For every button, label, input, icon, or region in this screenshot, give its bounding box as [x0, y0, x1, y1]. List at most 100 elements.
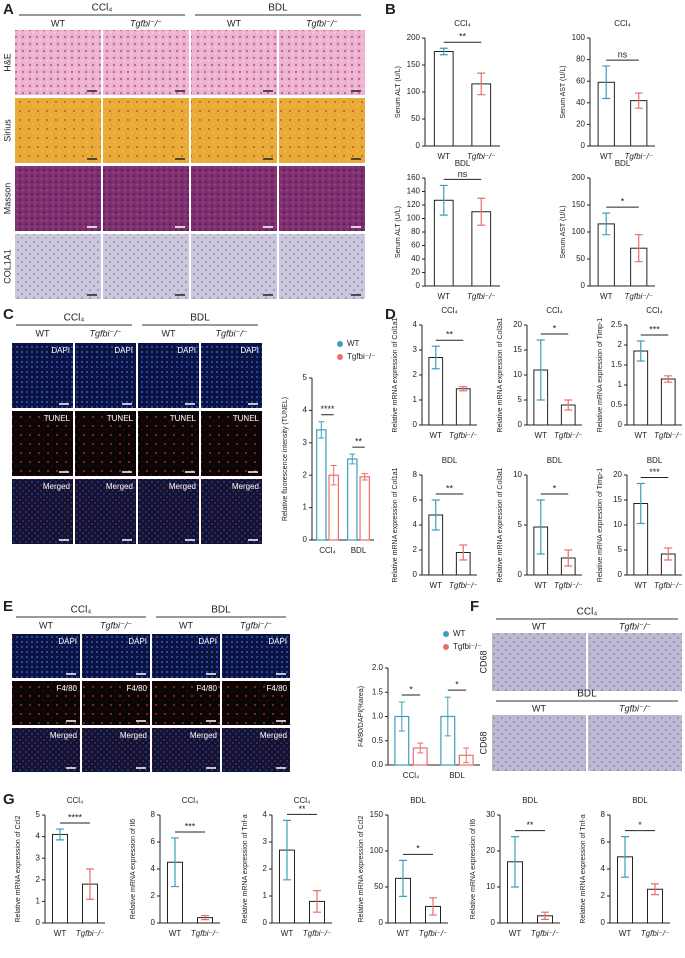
chart-title: CCl₄	[454, 19, 471, 28]
micrograph-texture	[75, 343, 136, 408]
stain-label: DAPI	[177, 346, 196, 355]
y-tick-label: 80	[576, 55, 585, 64]
y-tick-label: 120	[407, 200, 421, 209]
y-tick-label: 200	[572, 173, 586, 182]
column-header: Tgfbi⁻/⁻	[306, 18, 338, 28]
group-header: CCl₄	[71, 605, 92, 616]
y-tick-label: 30	[486, 810, 495, 819]
micrograph-texture	[75, 411, 136, 476]
error-bar	[318, 421, 325, 439]
significance-label: ***	[649, 324, 660, 334]
error-bar	[602, 65, 611, 100]
significance-label: ns	[618, 49, 628, 59]
error-bar	[664, 547, 673, 561]
micrograph-texture	[138, 343, 199, 408]
micrograph-texture	[588, 715, 682, 771]
stain-label: Merged	[232, 482, 259, 491]
x-tick-label: Tgfbi⁻/⁻	[554, 431, 582, 440]
micrograph-texture	[138, 479, 199, 544]
micrograph-texture	[103, 166, 189, 231]
stain-label: DAPI	[240, 346, 259, 355]
error-bar	[651, 883, 659, 896]
panel-label: B	[385, 1, 396, 18]
significance-label: *	[455, 679, 459, 689]
y-tick-label: 1.5	[611, 360, 623, 369]
y-axis-label: Relative mRNA expression of Col1a1	[392, 317, 399, 432]
error-bar	[477, 197, 486, 226]
x-tick-label: WT	[438, 292, 451, 301]
y-tick-label: 0	[618, 420, 623, 429]
y-tick-label: 2.5	[611, 320, 623, 329]
y-tick-label: 0	[601, 918, 606, 927]
panel-label: G	[3, 791, 15, 808]
y-tick-label: 10	[613, 520, 622, 529]
stain-label: Merged	[50, 731, 77, 740]
x-tick-label: Tgfbi⁻/⁻	[625, 292, 653, 301]
significance-label: ****	[320, 404, 335, 414]
y-tick-label: 5	[36, 810, 41, 819]
y-axis-label: Relative fluorescence intensity (TUNEL)	[282, 397, 289, 521]
panel-label: A	[3, 1, 14, 18]
error-bar	[431, 499, 440, 531]
y-tick-label: 0	[581, 281, 586, 290]
legend-marker	[443, 631, 449, 637]
legend-marker	[337, 341, 343, 347]
column-header: Tgfbi⁻/⁻	[89, 328, 121, 338]
error-bar	[602, 212, 611, 236]
error-bar	[664, 375, 673, 383]
y-tick-label: 10	[486, 882, 495, 891]
chart-title: BDL	[547, 456, 563, 465]
y-tick-label: 4	[263, 810, 268, 819]
micrograph-texture	[138, 411, 199, 476]
error-bar	[399, 859, 407, 897]
y-axis-label: Relative mRNA expression of Tnf-a	[580, 814, 587, 923]
micrograph-texture	[15, 98, 101, 163]
y-tick-label: 0	[303, 535, 308, 544]
x-tick-label: Tgfbi⁻/⁻	[191, 929, 219, 938]
micrograph-texture	[279, 166, 365, 231]
y-tick-label: 10	[513, 470, 522, 479]
group-header: BDL	[268, 3, 288, 14]
y-tick-label: 200	[407, 33, 421, 42]
legend-label: Tgfbi⁻/⁻	[453, 642, 481, 651]
chart-title: BDL	[632, 796, 648, 805]
legend-marker	[443, 644, 449, 650]
x-tick-label: Tgfbi⁻/⁻	[554, 581, 582, 590]
chart-title: CCl₄	[546, 306, 563, 315]
y-tick-label: 2	[601, 891, 606, 900]
column-header: WT	[162, 328, 176, 338]
panel-label: F	[470, 598, 479, 615]
column-header: Tgfbi⁻/⁻	[100, 620, 132, 630]
group-header: BDL	[190, 313, 210, 324]
y-tick-label: 20	[613, 470, 622, 479]
chart-title: CCl₄	[646, 306, 663, 315]
group-header: BDL	[211, 605, 231, 616]
micrograph-texture	[12, 479, 73, 544]
error-bar	[459, 386, 468, 392]
y-tick-label: 1	[303, 503, 308, 512]
y-tick-label: 4	[151, 864, 156, 873]
y-tick-label: 20	[576, 120, 585, 129]
x-tick-label: Tgfbi⁻/⁻	[531, 929, 559, 938]
micrograph-texture	[279, 98, 365, 163]
stain-label: F4/80	[267, 684, 288, 693]
y-tick-label: 20	[486, 846, 495, 855]
stain-label: F4/80	[197, 684, 218, 693]
y-tick-label: 100	[407, 87, 421, 96]
y-tick-label: 4	[413, 520, 418, 529]
y-tick-label: 20	[513, 320, 522, 329]
error-bar	[330, 464, 337, 486]
x-tick-label: Tgfbi⁻/⁻	[625, 152, 653, 161]
y-tick-label: 50	[374, 882, 383, 891]
significance-label: *	[638, 820, 642, 830]
error-bar	[459, 544, 468, 561]
error-bar	[541, 911, 549, 920]
error-bar	[431, 345, 440, 370]
y-tick-label: 60	[576, 76, 585, 85]
column-header: WT	[39, 620, 53, 630]
y-tick-label: 140	[407, 187, 421, 196]
y-axis-label: Relative mRNA expression of Col1a1	[392, 467, 399, 582]
micrograph-texture	[12, 634, 80, 678]
y-tick-label: 160	[407, 173, 421, 182]
column-header: WT	[51, 18, 65, 28]
